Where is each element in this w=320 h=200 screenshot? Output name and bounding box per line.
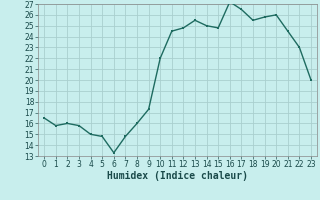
X-axis label: Humidex (Indice chaleur): Humidex (Indice chaleur) [107,171,248,181]
